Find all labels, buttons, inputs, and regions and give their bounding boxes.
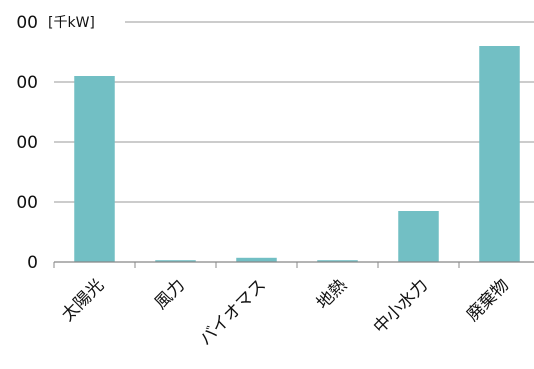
x-tick-label: 廃棄物: [463, 275, 513, 325]
x-tick-label: バイオマス: [196, 275, 270, 349]
bar: [479, 46, 520, 262]
bars: [74, 46, 520, 262]
y-tick-label: 0: [27, 253, 38, 273]
gridlines: [54, 21, 534, 203]
x-tick-label: 風力: [151, 275, 189, 313]
bar: [155, 260, 196, 262]
x-tick-label: 太陽光: [58, 275, 108, 325]
y-tick-label: 00: [16, 193, 38, 213]
y-tick-label: 00: [16, 73, 38, 93]
x-tick-label: 中小水力: [370, 275, 432, 337]
x-tick-label: 地熱: [313, 275, 351, 313]
x-tick-labels: 太陽光 風力 バイオマス 地熱 中小水力 廃棄物: [58, 275, 513, 349]
y-tick-label: 00: [16, 133, 38, 153]
y-tick-label: 00: [16, 13, 38, 33]
bar: [317, 260, 358, 262]
bar: [74, 76, 115, 262]
bar: [236, 257, 277, 262]
bar: [398, 211, 439, 262]
unit-label: [千kW]: [48, 15, 95, 31]
x-axis: [53, 261, 534, 268]
